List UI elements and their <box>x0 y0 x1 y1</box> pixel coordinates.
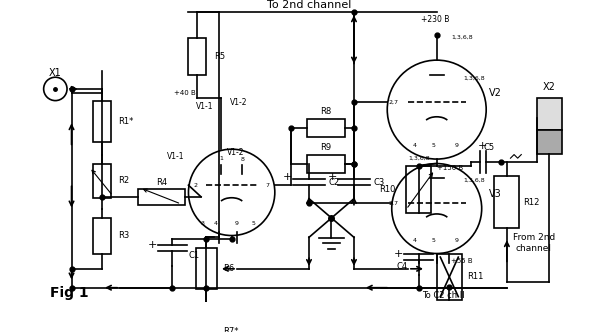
Text: R10: R10 <box>379 185 395 194</box>
Text: +: + <box>283 172 292 182</box>
Text: R3: R3 <box>118 231 130 240</box>
Text: +55 B: +55 B <box>451 258 473 264</box>
Text: 9: 9 <box>235 221 239 226</box>
Bar <box>93 101 111 142</box>
Text: +: + <box>394 249 404 259</box>
Text: 4: 4 <box>413 238 417 243</box>
Bar <box>307 119 345 136</box>
Text: +230 B: +230 B <box>421 15 449 24</box>
Bar <box>406 166 431 213</box>
Text: 4: 4 <box>413 143 417 148</box>
Text: V3: V3 <box>489 189 502 199</box>
Text: V2: V2 <box>489 88 502 98</box>
Bar <box>307 155 345 173</box>
Bar <box>196 248 217 290</box>
Text: 7: 7 <box>266 183 269 188</box>
Text: 2,7: 2,7 <box>389 201 398 206</box>
Text: 1,3,6,8: 1,3,6,8 <box>451 35 473 40</box>
Text: +: + <box>148 239 157 250</box>
Text: channel: channel <box>516 244 552 253</box>
Text: R5: R5 <box>214 52 225 61</box>
Text: +40 B: +40 B <box>174 90 196 96</box>
Text: R1*: R1* <box>118 117 134 126</box>
Text: C1: C1 <box>188 251 200 260</box>
Text: 2,7: 2,7 <box>389 100 398 105</box>
Bar <box>536 98 562 130</box>
Text: 1,3,6,8: 1,3,6,8 <box>464 178 485 183</box>
Text: R9: R9 <box>320 143 332 152</box>
Bar <box>188 38 206 75</box>
Bar <box>138 189 185 205</box>
Text: C5: C5 <box>484 143 494 152</box>
Bar <box>494 176 520 228</box>
Text: +150 B: +150 B <box>437 165 463 171</box>
Text: R2: R2 <box>118 176 130 185</box>
Text: 5: 5 <box>251 221 255 226</box>
Text: 5: 5 <box>431 143 435 148</box>
Text: 9: 9 <box>455 143 458 148</box>
Text: +: + <box>478 140 487 151</box>
Text: From 2nd: From 2nd <box>513 233 555 242</box>
Text: V1-1: V1-1 <box>167 152 185 161</box>
Bar <box>536 130 562 154</box>
Text: 8: 8 <box>241 157 244 162</box>
Text: 1: 1 <box>219 156 223 161</box>
Bar <box>196 309 217 332</box>
Bar <box>437 254 462 300</box>
Text: To 2nd channel: To 2nd channel <box>267 0 351 10</box>
Text: R7*: R7* <box>223 327 238 332</box>
Text: 2: 2 <box>194 183 197 188</box>
Bar <box>93 217 111 254</box>
Text: 4: 4 <box>214 221 217 226</box>
Text: R11: R11 <box>467 272 484 282</box>
Bar <box>93 164 111 198</box>
Text: V1-2: V1-2 <box>226 148 244 157</box>
Text: R8: R8 <box>320 107 332 116</box>
Text: 3: 3 <box>201 221 205 226</box>
Text: V1-1: V1-1 <box>196 102 214 112</box>
Text: X2: X2 <box>543 82 556 92</box>
Text: Fig 1: Fig 1 <box>50 286 89 300</box>
Text: C4: C4 <box>397 262 408 271</box>
Text: C2: C2 <box>329 178 340 187</box>
Text: To C2 ch II: To C2 ch II <box>422 291 465 300</box>
Text: R6: R6 <box>223 264 234 273</box>
Text: C3: C3 <box>374 178 385 187</box>
Text: 5: 5 <box>431 238 435 243</box>
Text: 9: 9 <box>455 238 458 243</box>
Text: R4: R4 <box>156 178 167 187</box>
Text: V1-2: V1-2 <box>230 98 248 107</box>
Text: 1,3,6,8: 1,3,6,8 <box>464 76 485 81</box>
Text: X1: X1 <box>49 68 62 78</box>
Text: R12: R12 <box>523 198 539 207</box>
Text: +: + <box>328 172 337 182</box>
Text: 1,3,6,8: 1,3,6,8 <box>408 156 430 161</box>
